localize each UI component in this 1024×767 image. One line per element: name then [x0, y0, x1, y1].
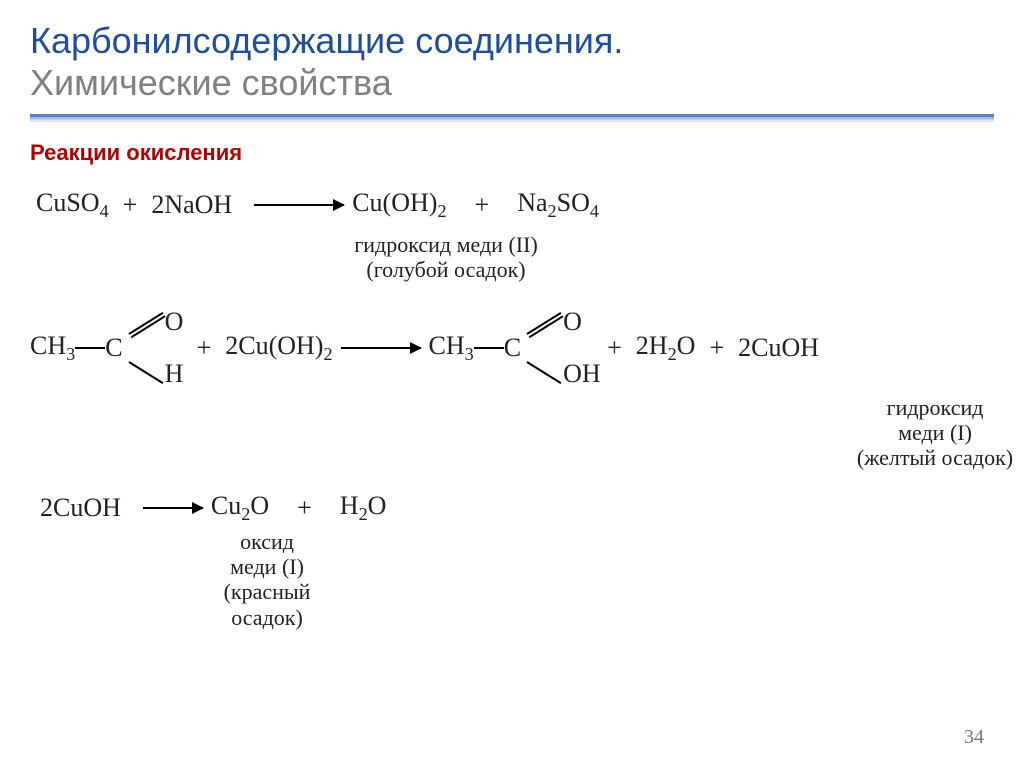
reaction-arrow	[341, 347, 421, 349]
eq3-rhs-b: H2O	[340, 491, 387, 525]
page-number: 34	[964, 726, 984, 749]
title-underline	[30, 114, 994, 122]
eq3-rhs-a: Cu2O	[211, 491, 269, 525]
eq2-annot-line3: (желтый осадок)	[850, 445, 1020, 470]
plus: +	[475, 190, 490, 220]
eq2-cuoh1: 2CuOH	[738, 333, 819, 363]
eq3-lhs: 2CuOH	[40, 493, 121, 523]
equation-2: CH3 C O H + 2Cu(OH)2 CH3 C	[30, 313, 994, 471]
eq1-rhs-b: Na2SO4	[517, 188, 599, 222]
eq3-annot-line2: меди (I)	[202, 554, 332, 579]
reaction-arrow	[143, 507, 203, 509]
eq2-aldehyde: CH3 C O H	[30, 313, 183, 383]
plus: +	[123, 190, 138, 220]
eq1-rhs-a: Cu(OH)2	[352, 188, 446, 222]
title-line1: Карбонилсодержащие соединения.	[30, 20, 994, 62]
title-line2: Химические свойства	[30, 62, 994, 104]
plus: +	[607, 333, 622, 363]
eq3-annotation: оксид меди (I) (красный осадок)	[202, 529, 332, 630]
eq1-annotation: гидроксид меди (II) (голубой осадок)	[316, 232, 576, 283]
eq3-annot-line4: осадок)	[202, 605, 332, 630]
eq1-lhs-b: 2NaOH	[151, 190, 232, 220]
eq2-h2o: 2H2O	[636, 331, 696, 365]
eq2-annot-line2: меди (I)	[850, 420, 1020, 445]
eq2-annot-line1: гидроксид	[850, 395, 1020, 420]
eq3-rhs-a-stack: Cu2O	[211, 491, 269, 525]
eq1-annot-line1: гидроксид меди (II)	[316, 232, 576, 257]
plus: +	[297, 493, 312, 523]
plus: +	[197, 333, 212, 363]
eq2-annotation: гидроксид меди (I) (желтый осадок)	[850, 395, 1020, 471]
plus: +	[709, 333, 724, 363]
eq1-annot-line2: (голубой осадок)	[316, 257, 576, 282]
eq1-rhs-a-stack: Cu(OH)2	[352, 188, 446, 222]
section-heading: Реакции окисления	[30, 140, 994, 166]
slide-body: Реакции окисления CuSO4 + 2NaOH Cu(OH)2 …	[0, 122, 1024, 630]
eq2-acid: CH3 C O OH	[429, 313, 594, 383]
slide-title: Карбонилсодержащие соединения. Химически…	[0, 0, 1024, 104]
eq2-cuoh1-stack: 2CuOH	[738, 333, 819, 363]
eq3-annot-line3: (красный	[202, 579, 332, 604]
eq3-annot-line1: оксид	[202, 529, 332, 554]
eq2-cuoh2: 2Cu(OH)2	[225, 331, 332, 365]
equation-3: 2CuOH Cu2O + H2O оксид меди (I) (красный…	[40, 491, 994, 630]
reaction-arrow	[254, 204, 344, 206]
eq1-lhs-a: CuSO4	[36, 188, 109, 222]
equation-1: CuSO4 + 2NaOH Cu(OH)2 + Na2SO4 гидроксид…	[36, 188, 994, 283]
